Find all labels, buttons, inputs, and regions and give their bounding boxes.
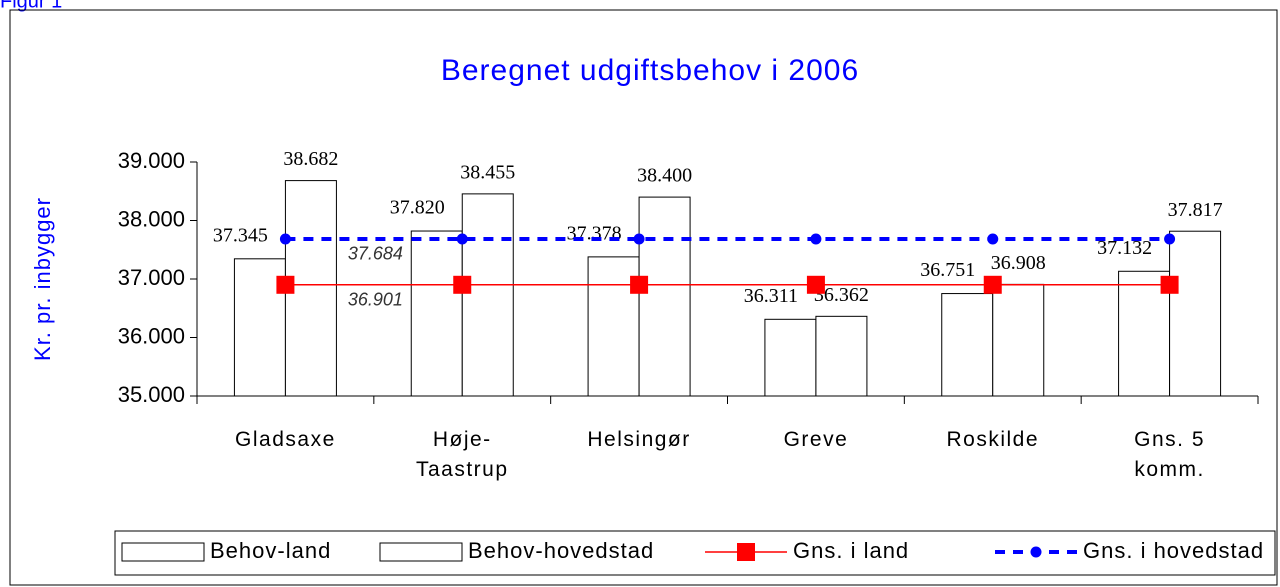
legend-swatch: [1030, 546, 1042, 558]
value-label: 36.362: [814, 284, 869, 306]
value-label: 38.682: [283, 148, 338, 170]
figure-label: Figur 1: [0, 0, 62, 12]
x-tick-label: Gns. 5 komm.: [1134, 428, 1206, 481]
marker: [279, 233, 291, 245]
value-label: 37.817: [1168, 199, 1223, 221]
bar: [941, 293, 994, 397]
legend: [114, 530, 1276, 576]
x-tick-label: Helsingør: [587, 428, 691, 451]
marker: [453, 275, 472, 294]
bar: [587, 256, 640, 397]
legend-label: Gns. i land: [793, 538, 909, 563]
marker: [806, 275, 825, 294]
value-label: 36.751: [920, 259, 975, 281]
marker: [987, 233, 999, 245]
bar: [1169, 230, 1222, 397]
value-label: 37.684: [348, 244, 403, 264]
bar: [815, 315, 868, 397]
bar: [638, 196, 691, 397]
marker: [810, 233, 822, 245]
bar: [992, 283, 1045, 397]
y-tick-label: 36.000: [118, 323, 185, 348]
bar: [461, 193, 514, 397]
legend-swatch: [379, 542, 463, 562]
value-label: 36.908: [991, 252, 1046, 274]
bar: [764, 318, 817, 397]
y-tick-label: 38.000: [118, 206, 185, 231]
x-tick-label: Gladsaxe: [235, 428, 336, 451]
marker: [983, 275, 1002, 294]
legend-label: Gns. i hovedstad: [1083, 538, 1264, 563]
marker: [456, 233, 468, 245]
y-tick-label: 37.000: [118, 265, 185, 290]
legend-label: Behov-hovedstad: [468, 538, 654, 563]
value-label: 37.345: [213, 224, 268, 246]
chart-title: Beregnet udgiftsbehov i 2006: [441, 54, 859, 87]
marker: [1160, 275, 1179, 294]
marker: [633, 233, 645, 245]
value-label: 38.455: [460, 161, 515, 183]
x-tick-label: Høje-Taastrup: [415, 428, 509, 481]
value-label: 37.378: [567, 222, 622, 244]
y-tick-label: 35.000: [118, 382, 185, 407]
value-label: 37.132: [1097, 237, 1152, 259]
value-label: 36.901: [348, 290, 403, 310]
y-tick-label: 39.000: [118, 148, 185, 173]
marker: [630, 275, 649, 294]
x-tick-label: Roskilde: [946, 428, 1040, 451]
marker: [276, 275, 295, 294]
legend-swatch: [737, 543, 755, 561]
value-label: 37.820: [390, 197, 445, 219]
marker: [1164, 233, 1176, 245]
chart-frame: [9, 9, 1278, 586]
legend-swatch: [121, 542, 205, 562]
y-axis-label: Kr. pr. inbygger: [30, 197, 55, 361]
x-tick-label: Greve: [783, 428, 849, 451]
value-label: 36.311: [744, 285, 798, 307]
bar: [410, 230, 463, 397]
legend-label: Behov-land: [210, 538, 331, 563]
value-label: 38.400: [637, 165, 692, 187]
